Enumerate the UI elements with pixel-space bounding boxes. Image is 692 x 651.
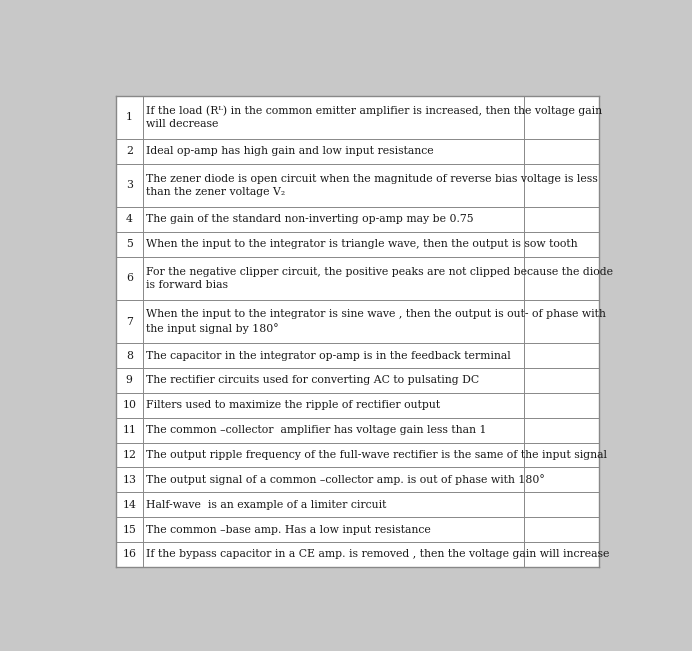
Text: When the input to the integrator is triangle wave, then the output is sow tooth: When the input to the integrator is tria… (146, 240, 578, 249)
Text: The common –collector  amplifier has voltage gain less than 1: The common –collector amplifier has volt… (146, 425, 486, 436)
Text: 1: 1 (126, 112, 133, 122)
Text: 6: 6 (126, 273, 133, 283)
Text: 9: 9 (126, 376, 133, 385)
Text: 7: 7 (126, 316, 133, 327)
Text: The output signal of a common –collector amp. is out of phase with 180°: The output signal of a common –collector… (146, 475, 545, 486)
Text: If the load (Rᴸ) in the common emitter amplifier is increased, then the voltage : If the load (Rᴸ) in the common emitter a… (146, 105, 603, 129)
Text: Ideal op-amp has high gain and low input resistance: Ideal op-amp has high gain and low input… (146, 146, 434, 156)
Text: Filters used to maximize the ripple of rectifier output: Filters used to maximize the ripple of r… (146, 400, 440, 410)
Text: 8: 8 (126, 351, 133, 361)
Text: 4: 4 (126, 214, 133, 225)
Text: 13: 13 (122, 475, 136, 485)
Text: 14: 14 (122, 500, 136, 510)
Text: The zener diode is open circuit when the magnitude of reverse bias voltage is le: The zener diode is open circuit when the… (146, 174, 598, 197)
Text: The capacitor in the integrator op-amp is in the feedback terminal: The capacitor in the integrator op-amp i… (146, 351, 511, 361)
Text: 16: 16 (122, 549, 136, 559)
Text: 11: 11 (122, 425, 136, 436)
Text: The common –base amp. Has a low input resistance: The common –base amp. Has a low input re… (146, 525, 431, 534)
Text: 2: 2 (126, 146, 133, 156)
Text: 3: 3 (126, 180, 133, 190)
Text: If the bypass capacitor in a CE amp. is removed , then the voltage gain will inc: If the bypass capacitor in a CE amp. is … (146, 549, 610, 559)
Text: 15: 15 (122, 525, 136, 534)
Text: The rectifier circuits used for converting AC to pulsating DC: The rectifier circuits used for converti… (146, 376, 480, 385)
Text: 12: 12 (122, 450, 136, 460)
Text: Half-wave  is an example of a limiter circuit: Half-wave is an example of a limiter cir… (146, 500, 387, 510)
Text: The output ripple frequency of the full-wave rectifier is the same of the input : The output ripple frequency of the full-… (146, 450, 608, 460)
Text: The gain of the standard non-inverting op-amp may be 0.75: The gain of the standard non-inverting o… (146, 214, 474, 225)
Text: When the input to the integrator is sine wave , then the output is out- of phase: When the input to the integrator is sine… (146, 309, 606, 334)
Text: 10: 10 (122, 400, 136, 410)
Text: 5: 5 (126, 240, 133, 249)
Text: For the negative clipper circuit, the positive peaks are not clipped because the: For the negative clipper circuit, the po… (146, 267, 613, 290)
